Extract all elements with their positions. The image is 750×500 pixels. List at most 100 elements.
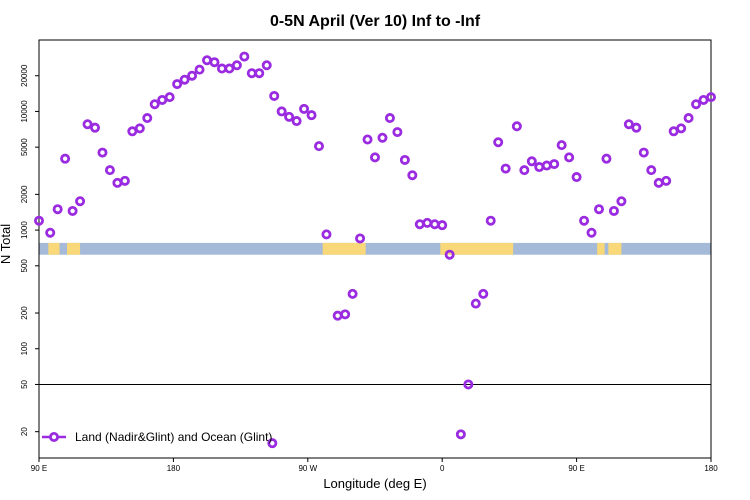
data-point: [455, 429, 466, 440]
data-point: [691, 99, 702, 110]
legend: Land (Nadir&Glint) and Ocean (Glint): [42, 430, 272, 444]
data-point: [586, 227, 597, 238]
data-point: [549, 159, 560, 170]
chart-title: 0-5N April (Ver 10) Inf to -Inf: [270, 13, 481, 30]
data-point: [261, 60, 272, 71]
land-band-segment: [48, 242, 60, 255]
x-tick-label: 90 E: [568, 464, 584, 473]
land-band-segment: [440, 242, 514, 255]
data-point: [321, 229, 332, 240]
data-point: [594, 204, 605, 215]
land-band-segment: [322, 242, 366, 255]
y-tick-label: 500: [20, 259, 29, 273]
data-point: [276, 106, 287, 117]
y-axis-title: N Total: [0, 224, 13, 264]
data-point: [34, 215, 45, 226]
data-point: [601, 153, 612, 164]
data-point: [377, 132, 388, 143]
land-band-segment: [597, 242, 605, 255]
y-tick-label: 100: [20, 342, 29, 356]
data-point: [407, 170, 418, 181]
land-band-segment: [608, 242, 622, 255]
data-point: [224, 63, 235, 74]
x-tick-label: 90 W: [298, 464, 317, 473]
data-point: [239, 51, 250, 62]
x-tick-label: 90 E: [31, 464, 47, 473]
data-point: [463, 379, 474, 390]
y-tick-label: 5000: [20, 138, 29, 156]
x-tick-label: 180: [704, 464, 718, 473]
data-point: [284, 111, 295, 122]
data-point: [564, 152, 575, 163]
data-point: [149, 99, 160, 110]
y-tick-label: 2000: [20, 185, 29, 203]
data-points: [34, 51, 717, 449]
data-point: [340, 309, 351, 320]
data-point: [706, 92, 717, 103]
data-point: [493, 137, 504, 148]
plot-frame: [38, 39, 712, 459]
y-tick-label: 20: [20, 427, 29, 436]
y-tick-label: 1000: [20, 221, 29, 239]
data-point: [194, 64, 205, 75]
data-point: [608, 205, 619, 216]
data-point: [369, 152, 380, 163]
data-point: [534, 162, 545, 173]
data-point: [414, 219, 425, 230]
data-point: [75, 196, 86, 207]
land-band-segment: [67, 242, 81, 255]
data-point: [485, 215, 496, 226]
data-point: [399, 154, 410, 165]
data-point: [638, 147, 649, 158]
data-point: [52, 204, 63, 215]
data-point: [179, 74, 190, 85]
data-point: [231, 60, 242, 71]
x-axis: 90 E 180 90 W 0 90 E 180: [31, 458, 718, 473]
legend-marker-swatch: [49, 431, 60, 442]
data-point: [470, 298, 481, 309]
data-point: [511, 121, 522, 132]
data-point: [676, 123, 687, 134]
data-point: [142, 113, 153, 124]
data-point: [134, 123, 145, 134]
y-axis: 20 50 100 200 500 1000 2000 5000 10000 20000: [20, 64, 39, 436]
data-point: [82, 119, 93, 130]
data-point: [392, 127, 403, 138]
data-point: [119, 175, 130, 186]
data-point: [209, 57, 220, 68]
data-point: [355, 233, 366, 244]
data-point: [347, 288, 358, 299]
data-point: [556, 140, 567, 151]
x-axis-title: Longitude (deg E): [323, 476, 426, 491]
data-point: [299, 103, 310, 114]
data-point: [683, 113, 694, 124]
data-point: [269, 90, 280, 101]
y-tick-label: 50: [20, 379, 29, 388]
y-tick-label: 200: [20, 306, 29, 320]
data-point: [313, 141, 324, 152]
data-point: [661, 175, 672, 186]
data-point: [437, 220, 448, 231]
data-point: [429, 219, 440, 230]
data-point: [60, 153, 71, 164]
data-point: [526, 156, 537, 167]
data-point: [571, 172, 582, 183]
data-point: [90, 122, 101, 133]
data-point: [45, 227, 56, 238]
data-point: [306, 110, 317, 121]
data-point: [500, 163, 511, 174]
data-point: [444, 249, 455, 260]
y-tick-label: 10000: [20, 100, 29, 123]
data-point: [422, 217, 433, 228]
data-point: [623, 119, 634, 130]
data-point: [646, 165, 657, 176]
data-point: [478, 288, 489, 299]
data-point: [332, 310, 343, 321]
x-tick-label: 0: [440, 464, 445, 473]
data-point: [187, 70, 198, 81]
data-point: [362, 134, 373, 145]
data-point: [631, 122, 642, 133]
data-point: [164, 92, 175, 103]
data-point: [616, 196, 627, 207]
